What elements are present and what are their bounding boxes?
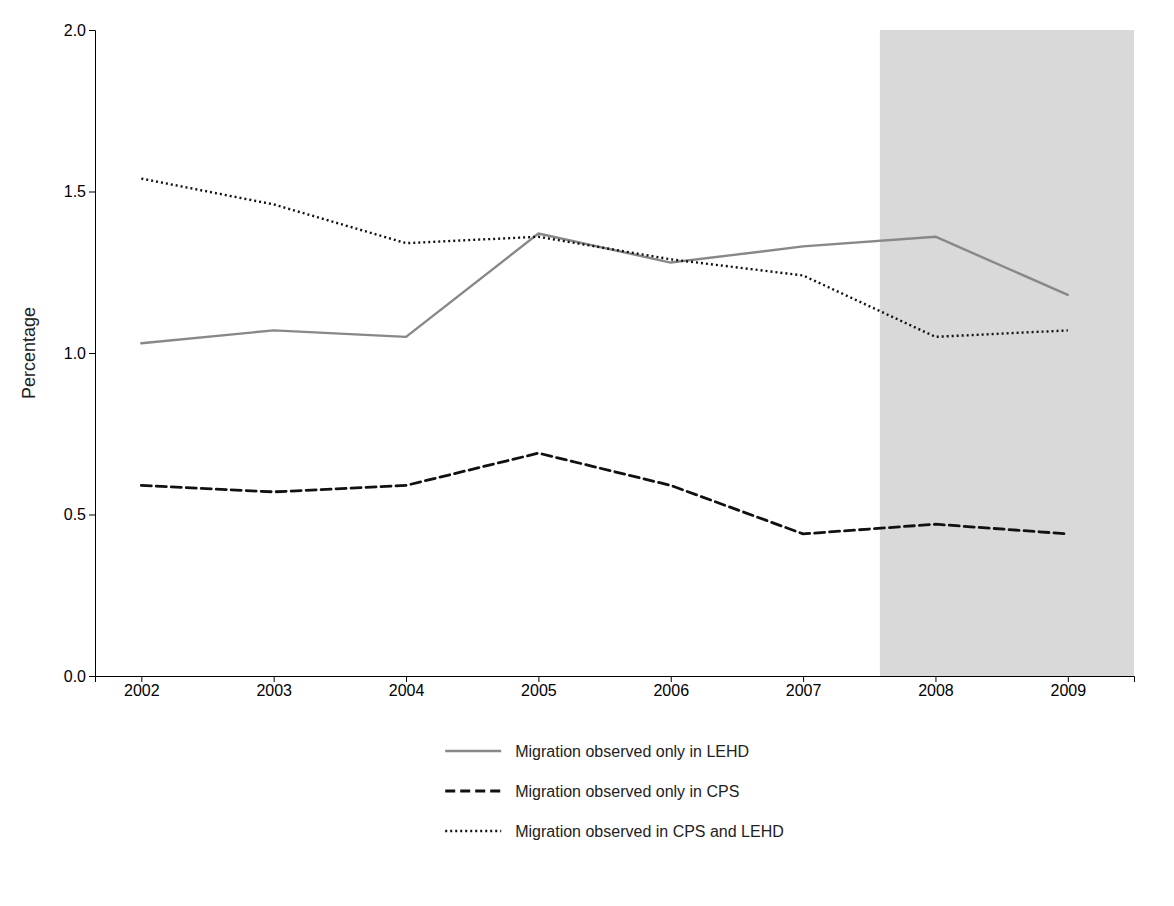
y-tick-mark: [89, 515, 95, 516]
y-tick: 1.5: [64, 183, 95, 200]
legend-entry: Migration observed only in CPS: [445, 783, 739, 800]
x-tick: 2007: [786, 676, 822, 699]
legend-label: Migration observed in CPS and LEHD: [515, 823, 784, 840]
series-line: [141, 233, 1067, 343]
y-tick: 0.5: [64, 506, 95, 523]
x-tick: 2008: [918, 676, 954, 699]
x-axis: 2002 2003 2004 2005 2006 2007 2008 2009: [96, 676, 1135, 699]
x-tick: 2004: [389, 676, 425, 699]
legend-swatch: [445, 790, 501, 793]
y-tick: 0.0: [64, 668, 95, 685]
legend-label: Migration observed only in LEHD: [515, 743, 749, 760]
y-axis-title: Percentage: [19, 307, 39, 399]
x-tick: 2006: [653, 676, 689, 699]
y-tick-label: 0.5: [64, 506, 86, 523]
x-tick-label: 2005: [521, 682, 557, 699]
series-line: [141, 179, 1067, 337]
legend: Migration observed only in LEHD Migration…: [445, 743, 784, 840]
legend-swatch: [445, 750, 501, 752]
x-tick-label: 2006: [653, 682, 689, 699]
x-tick-mark: [935, 676, 936, 682]
y-tick: 2.0: [64, 22, 95, 39]
x-tick-label: 2004: [389, 682, 425, 699]
x-tick: 2005: [521, 676, 557, 699]
y-axis-line: [89, 31, 96, 677]
legend-entry: Migration observed only in LEHD: [445, 743, 749, 760]
x-tick-mark: [406, 676, 407, 682]
y-tick-mark: [89, 353, 95, 354]
plot-area: [141, 30, 1134, 676]
x-tick-label: 2009: [1051, 682, 1087, 699]
y-tick-label: 2.0: [64, 22, 86, 39]
x-tick-mark: [803, 676, 804, 682]
x-tick-label: 2002: [124, 682, 160, 699]
legend-swatch: [445, 830, 501, 832]
shaded-region: [880, 30, 1134, 676]
legend-label: Migration observed only in CPS: [515, 783, 739, 800]
y-tick: 1.0: [64, 345, 95, 362]
x-tick-label: 2003: [256, 682, 292, 699]
x-tick-mark: [274, 676, 275, 682]
y-tick-label: 1.0: [64, 345, 86, 362]
y-axis: 0.0 0.5 1.0 1.5 2.0: [64, 22, 96, 685]
x-tick-mark: [671, 676, 672, 682]
x-tick: 2003: [256, 676, 292, 699]
y-tick-label: 0.0: [64, 668, 86, 685]
chart: 2002 2003 2004 2005 2006 2007 2008 2009 0.0 0.5 1.…: [0, 0, 1174, 906]
x-tick: 2002: [124, 676, 160, 699]
x-tick-label: 2008: [918, 682, 954, 699]
series-line: [141, 453, 1067, 534]
y-tick-label: 1.5: [64, 183, 86, 200]
x-tick-mark: [1068, 676, 1069, 682]
x-tick: 2009: [1051, 676, 1087, 699]
legend-entry: Migration observed in CPS and LEHD: [445, 823, 784, 840]
y-tick-mark: [89, 30, 95, 31]
y-tick-mark: [89, 192, 95, 193]
x-tick-mark: [141, 676, 142, 682]
x-tick-label: 2007: [786, 682, 822, 699]
x-tick-mark: [538, 676, 539, 682]
y-tick-mark: [89, 676, 95, 677]
x-axis-line: [96, 677, 1135, 683]
